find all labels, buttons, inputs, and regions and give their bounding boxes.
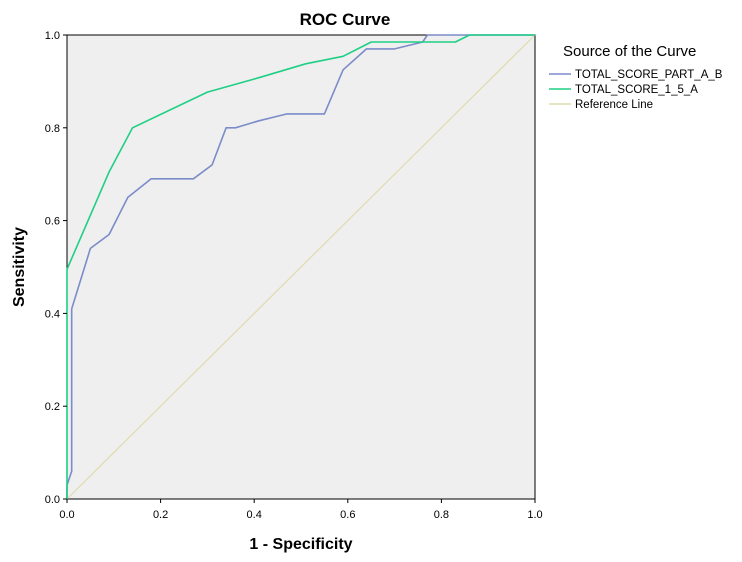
legend-title: Source of the Curve xyxy=(563,43,696,60)
x-tick-label: 0.8 xyxy=(434,509,449,521)
series-line-total-score-part-a-b xyxy=(66,34,535,499)
legend-entry: Reference Line xyxy=(575,99,653,111)
y-tick-label: 0.4 xyxy=(45,308,60,320)
series-layer xyxy=(66,34,536,500)
y-axis-label: Sensitivity xyxy=(11,227,28,307)
x-tick-label: 0.0 xyxy=(59,509,74,521)
legend: Source of the Curve TOTAL_SCORE_PART_A_B… xyxy=(549,43,723,111)
y-tick-label: 1.0 xyxy=(45,30,60,42)
x-tick-label: 0.2 xyxy=(153,509,168,521)
y-tick-label: 0.8 xyxy=(45,123,60,135)
y-axis-ticks: 0.0 0.2 0.4 0.6 0.8 1.0 xyxy=(45,30,67,506)
y-tick-label: 0.2 xyxy=(45,401,60,413)
y-tick-label: 0.6 xyxy=(45,216,60,228)
legend-entry: TOTAL_SCORE_PART_A_B xyxy=(575,69,723,81)
x-tick-label: 0.4 xyxy=(247,509,262,521)
y-tick-label: 0.0 xyxy=(45,494,60,506)
series-line-reference-line xyxy=(66,34,536,500)
series-line-total-score-1-5-a xyxy=(66,34,535,499)
chart-title: ROC Curve xyxy=(300,10,391,29)
x-axis-label: 1 - Specificity xyxy=(249,536,352,553)
legend-entry: TOTAL_SCORE_1_5_A xyxy=(575,84,698,96)
x-tick-label: 1.0 xyxy=(527,509,542,521)
x-tick-label: 0.6 xyxy=(340,509,355,521)
x-axis-ticks: 0.0 0.2 0.4 0.6 0.8 1.0 xyxy=(59,499,543,521)
